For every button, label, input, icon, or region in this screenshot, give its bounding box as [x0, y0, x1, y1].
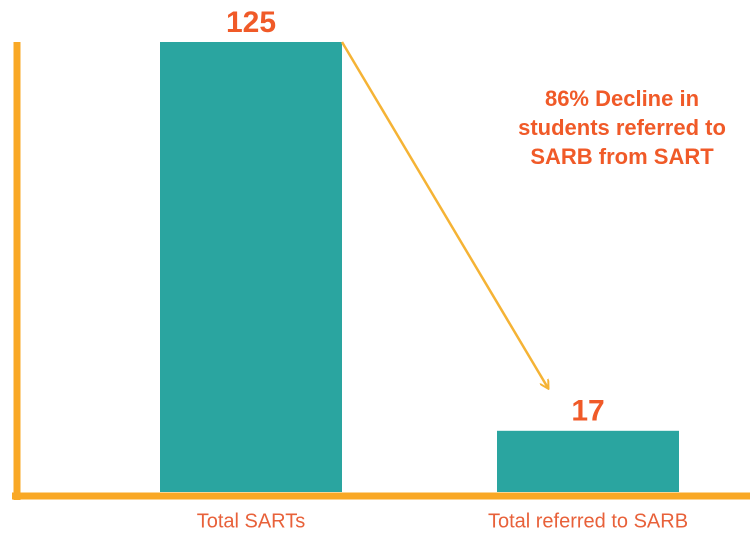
value-label: 17 — [571, 395, 604, 428]
arrow — [340, 41, 548, 388]
x-tick-label: Total SARTs — [197, 510, 306, 532]
x-tick-label: Total referred to SARB — [488, 510, 688, 532]
annotation: students referred to — [518, 115, 726, 140]
annotation: SARB from SART — [530, 144, 714, 169]
annotation: 86% Decline in — [545, 86, 699, 111]
bar — [160, 42, 342, 492]
bar — [497, 430, 679, 492]
value-label: 125 — [226, 6, 276, 39]
